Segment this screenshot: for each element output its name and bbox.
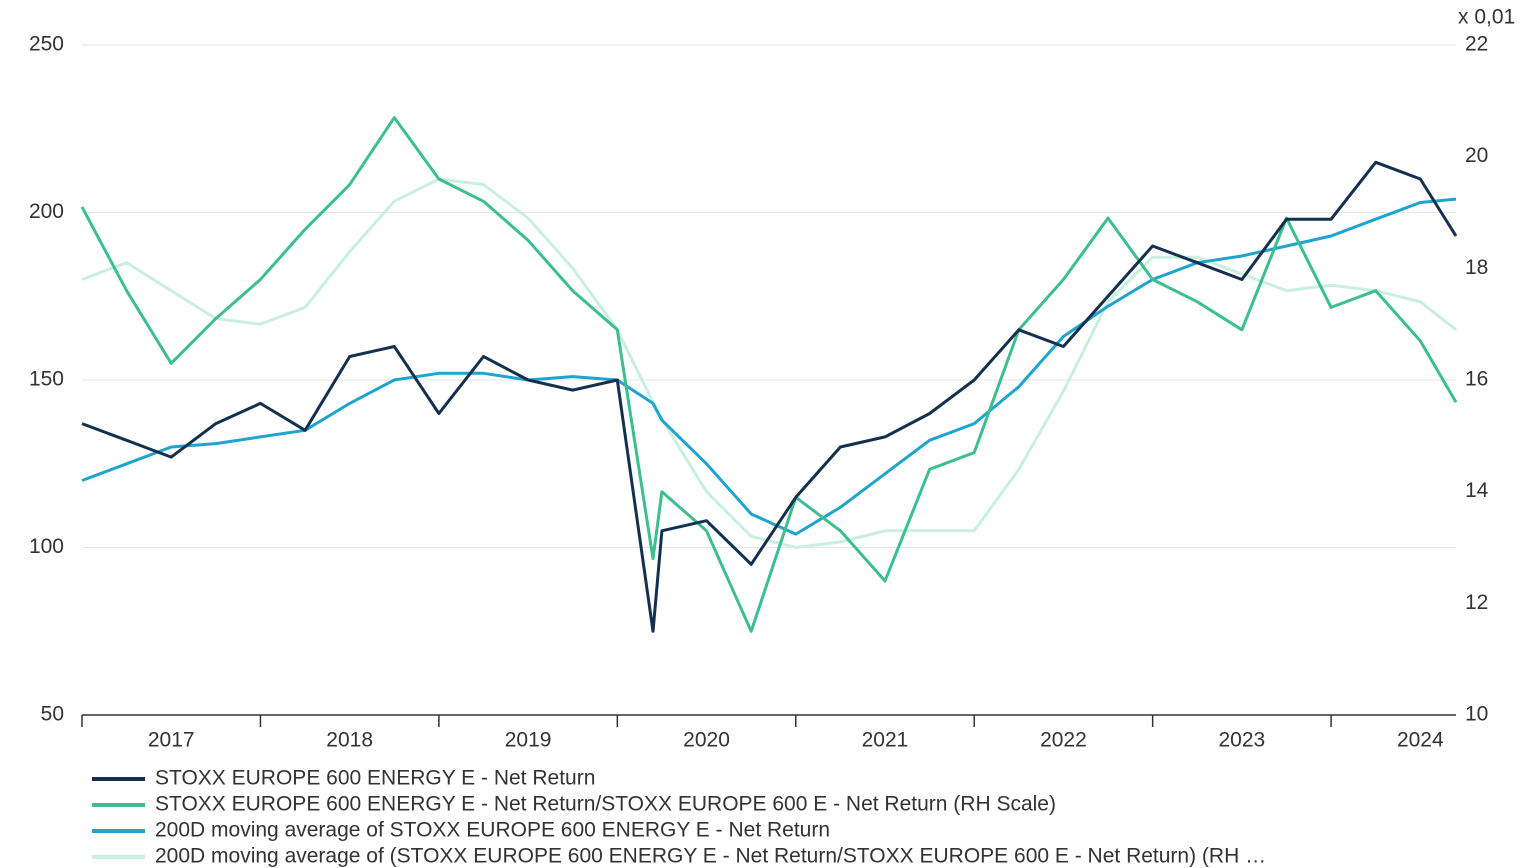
right-axis-unit: x 0,01 [1458, 6, 1515, 29]
y2-tick-label: 22 [1465, 33, 1488, 56]
x-tick-label: 2020 [683, 729, 730, 752]
y-tick-label: 250 [29, 33, 64, 56]
y-tick-label: 150 [29, 368, 64, 391]
x-tick-label: 2023 [1219, 729, 1266, 752]
y2-tick-label: 20 [1465, 144, 1488, 167]
y2-tick-label: 18 [1465, 256, 1488, 279]
legend-label: 200D moving average of (STOXX EUROPE 600… [155, 845, 1266, 868]
y2-tick-label: 12 [1465, 591, 1488, 614]
y2-tick-label: 14 [1465, 479, 1489, 502]
x-tick-label: 2024 [1397, 729, 1444, 752]
y2-tick-label: 16 [1465, 368, 1488, 391]
y-tick-label: 200 [29, 200, 64, 223]
x-tick-label: 2021 [862, 729, 909, 752]
y-tick-label: 100 [29, 535, 64, 558]
series-line [81, 177, 1457, 549]
legend-label: 200D moving average of STOXX EUROPE 600 … [155, 819, 830, 842]
x-tick-label: 2018 [326, 729, 373, 752]
series-line [80, 116, 1458, 633]
x-tick-label: 2017 [148, 729, 195, 752]
legend-label: STOXX EUROPE 600 ENERGY E - Net Return [155, 767, 595, 790]
series-line [81, 197, 1457, 536]
x-tick-label: 2022 [1040, 729, 1087, 752]
legend-label: STOXX EUROPE 600 ENERGY E - Net Return/S… [155, 793, 1056, 816]
y-tick-label: 50 [41, 703, 64, 726]
series-line [81, 160, 1458, 633]
x-tick-label: 2019 [505, 729, 552, 752]
y2-tick-label: 10 [1465, 703, 1488, 726]
